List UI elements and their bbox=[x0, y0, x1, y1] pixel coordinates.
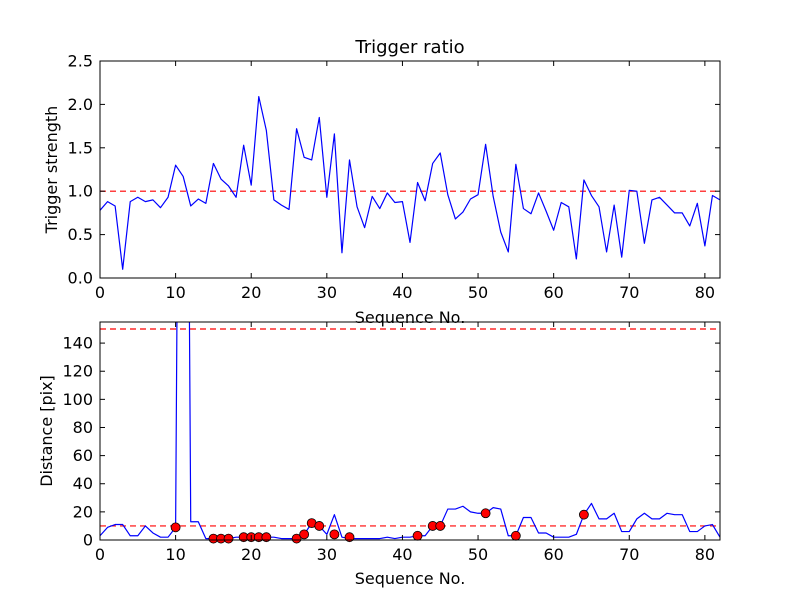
series-line bbox=[100, 322, 720, 540]
x-tick-label: 0 bbox=[95, 545, 105, 564]
plot-frame bbox=[99, 60, 721, 279]
y-tick-label: 2.0 bbox=[68, 95, 93, 114]
flagged-point bbox=[480, 508, 491, 519]
flagged-point bbox=[435, 521, 446, 531]
flagged-point bbox=[299, 529, 310, 540]
y-tick-label: 60 bbox=[73, 446, 93, 465]
y-tick-label: 2.5 bbox=[68, 52, 93, 71]
y-tick-label: 40 bbox=[73, 474, 93, 493]
flagged-point bbox=[329, 529, 340, 540]
x-tick-label: 70 bbox=[619, 283, 639, 302]
flagged-point bbox=[510, 530, 521, 541]
x-tick-label: 0 bbox=[95, 283, 105, 302]
x-tick-label: 70 bbox=[619, 545, 639, 564]
x-tick-label: 80 bbox=[695, 283, 715, 302]
x-axis-label: Sequence No. bbox=[355, 308, 466, 327]
y-tick-label: 120 bbox=[62, 362, 93, 381]
y-tick-label: 100 bbox=[62, 390, 93, 409]
flagged-point bbox=[412, 530, 423, 541]
x-axis-label: Sequence No. bbox=[355, 569, 466, 588]
x-tick-label: 60 bbox=[543, 545, 563, 564]
y-tick-label: 80 bbox=[73, 418, 93, 437]
y-tick-label: 0 bbox=[83, 531, 93, 550]
flagged-point bbox=[223, 533, 234, 544]
x-tick-label: 20 bbox=[241, 545, 261, 564]
y-tick-label: 0.0 bbox=[68, 269, 93, 288]
series-line bbox=[100, 95, 720, 270]
flagged-point bbox=[314, 521, 325, 531]
trigger-ratio-panel: Trigger ratio 0 10 20 30 40 50 60 70 80 0.0 0.5 1.0… bbox=[42, 37, 721, 327]
y-tick-label: 20 bbox=[73, 502, 93, 521]
y-tick-label: 1.0 bbox=[68, 182, 93, 201]
flagged-point bbox=[170, 522, 181, 533]
x-tick-label: 60 bbox=[543, 283, 563, 302]
y-tick-label: 140 bbox=[62, 334, 93, 353]
chart-title: Trigger ratio bbox=[354, 37, 464, 58]
y-tick-label: 1.5 bbox=[68, 138, 93, 157]
x-tick-label: 30 bbox=[317, 545, 337, 564]
flagged-point bbox=[291, 533, 302, 544]
y-tick-label: 0.5 bbox=[68, 225, 93, 244]
distance-panel: 0 10 20 30 40 50 60 70 80 0 20 40 60 80 100 120 140 Sequ… bbox=[37, 321, 721, 588]
x-tick-label: 30 bbox=[317, 283, 337, 302]
x-tick-label: 20 bbox=[241, 283, 261, 302]
x-tick-label: 50 bbox=[468, 545, 488, 564]
x-tick-label: 50 bbox=[468, 283, 488, 302]
plot-frame bbox=[99, 321, 721, 541]
x-tick-label: 10 bbox=[165, 283, 185, 302]
x-tick-label: 40 bbox=[392, 545, 412, 564]
flagged-point bbox=[261, 532, 272, 543]
flagged-point bbox=[344, 532, 355, 543]
y-axis-label: Trigger strength bbox=[42, 106, 61, 235]
y-axis-label: Distance [pix] bbox=[37, 375, 56, 487]
x-tick-label: 10 bbox=[165, 545, 185, 564]
x-tick-label: 80 bbox=[695, 545, 715, 564]
flagged-point bbox=[579, 509, 589, 520]
x-tick-label: 40 bbox=[392, 283, 412, 302]
